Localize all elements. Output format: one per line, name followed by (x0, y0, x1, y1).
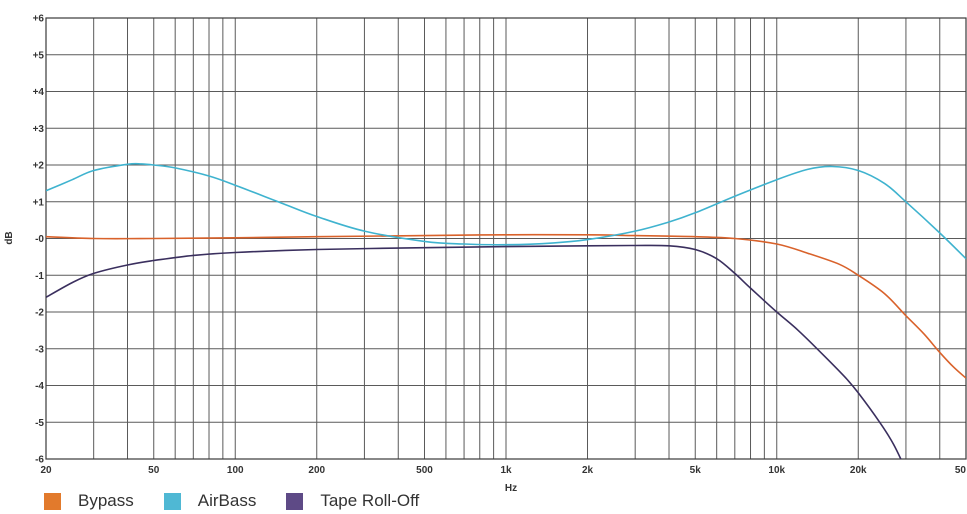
x-tick-label: 1k (500, 465, 512, 476)
legend-swatch-airbass (163, 492, 181, 510)
plot-frame (45, 17, 967, 460)
y-axis-title: dB (4, 231, 15, 244)
y-tick-label: +6 (33, 14, 45, 25)
y-tick-label: +5 (33, 50, 45, 61)
x-tick-label: 50 (955, 465, 967, 476)
x-tick-label: 200 (308, 465, 325, 476)
y-tick-label: +3 (33, 124, 45, 135)
x-axis-title: Hz (505, 483, 517, 494)
legend-label-airbass: AirBass (197, 491, 257, 510)
x-tick-label: 5k (690, 465, 702, 476)
legend-item-tape-roll-off: Tape Roll-Off (286, 491, 419, 511)
y-tick-label: -6 (35, 455, 44, 466)
x-tick-labels: 20 50 100 200 500 1k 2k 5k 10k 20k 50 (40, 465, 966, 476)
legend-swatch-tape-roll-off (286, 492, 304, 510)
series-line-tape-roll-off (46, 244, 902, 459)
x-tick-label: 10k (768, 465, 785, 476)
legend-item-airbass: AirBass (163, 491, 257, 511)
series-line-bypass (46, 233, 966, 379)
x-tick-label: 500 (416, 465, 433, 476)
x-tick-label: 100 (227, 465, 244, 476)
y-tick-label: -5 (35, 418, 44, 429)
y-tick-label: -3 (35, 344, 44, 355)
legend-label-bypass: Bypass (78, 491, 134, 510)
x-tick-label: 20k (850, 465, 867, 476)
x-tick-label: 50 (148, 465, 160, 476)
svg-text:dB: dB (4, 231, 15, 244)
x-tick-label: 20 (40, 465, 52, 476)
y-tick-label: -2 (35, 308, 44, 319)
y-tick-label: +2 (33, 161, 45, 172)
x-tick-label: 2k (582, 465, 594, 476)
y-tick-label: -1 (35, 271, 44, 282)
series-line-airbass (46, 162, 966, 260)
legend-item-bypass: Bypass (44, 491, 134, 511)
legend-label-tape-roll-off: Tape Roll-Off (320, 491, 420, 510)
legend: Bypass AirBass Tape Roll-Off (44, 491, 449, 511)
y-tick-label: +1 (33, 197, 45, 208)
grid (45, 17, 967, 460)
y-tick-label: -4 (35, 381, 44, 392)
y-tick-label: -0 (35, 234, 44, 245)
legend-swatch-bypass (44, 492, 61, 510)
series-lines (46, 162, 966, 459)
y-tick-label: +4 (33, 87, 45, 98)
y-tick-labels: +6 +5 +4 +3 +2 +1 -0 -1 -2 -3 -4 -5 -6 (33, 14, 45, 466)
